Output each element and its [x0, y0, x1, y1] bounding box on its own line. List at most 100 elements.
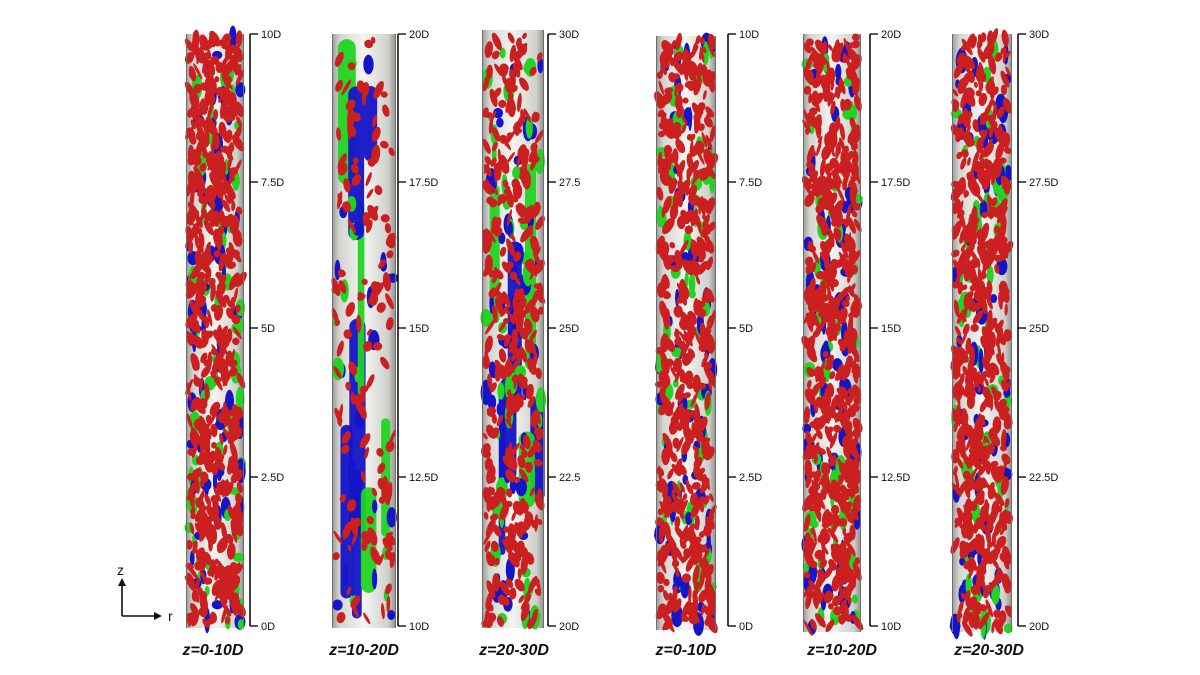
vortex-tube [679, 341, 690, 358]
vortex-tube [806, 288, 816, 305]
vortex-tube [981, 326, 991, 344]
vortex-tube [215, 181, 220, 192]
vortex-tube [967, 157, 971, 166]
vortex-tube [838, 473, 845, 486]
vortex-tube [194, 522, 206, 538]
vortex-tube [366, 328, 373, 336]
vortex-tube [972, 119, 979, 131]
vortex-tube [223, 579, 231, 589]
vortex-tube [534, 514, 539, 532]
vortex-tube [709, 309, 716, 330]
vortex-tube [952, 198, 961, 215]
vortex-structures [654, 32, 719, 636]
vortex-tube [968, 215, 975, 224]
vortex-tube [823, 565, 834, 579]
vortex-tube [233, 287, 238, 303]
vortex-tube [978, 413, 986, 426]
vortex-tube [952, 381, 961, 399]
vortex-tube [512, 121, 520, 130]
vortex-tube [964, 111, 973, 119]
vortex-tube [188, 213, 197, 222]
vortex-tube [662, 432, 673, 450]
vortex-tube [955, 437, 966, 451]
vortex-tube [665, 597, 676, 615]
tick-label: 15D [881, 323, 901, 335]
vortex-tube [522, 434, 531, 450]
panel-caption: z=0-10D [655, 642, 717, 659]
vortex-tube [519, 500, 529, 514]
vortex-tube [1001, 546, 1012, 566]
vortex-tube [226, 533, 234, 545]
vortex-tube [532, 152, 538, 159]
vortex-tube [513, 55, 523, 71]
vortex-tube [831, 504, 840, 515]
vortex-tube [664, 87, 674, 94]
vortex-tube [230, 105, 238, 117]
vortex-tube [804, 256, 814, 267]
tick-label: 5D [739, 323, 753, 335]
vortex-tube [524, 461, 533, 470]
vortex-tube [212, 79, 217, 94]
vortex-tube [982, 445, 990, 456]
vortex-tube [493, 491, 498, 499]
patch [688, 272, 696, 296]
vortex-tube [654, 381, 664, 388]
vortex-tube [676, 289, 686, 305]
vortex-tube [707, 33, 716, 50]
vortex-tube [534, 286, 540, 304]
vortex-tube [962, 471, 972, 479]
vortex-tube [674, 566, 680, 578]
vortex-tube [994, 264, 1000, 274]
vortex-tube [1004, 498, 1010, 508]
vortex-tube [991, 386, 1000, 400]
vortex-tube [815, 613, 826, 628]
scale-axis: 20D 17.5D 15D 12.5D 10D [397, 29, 438, 633]
vortex-tube [226, 307, 234, 319]
vortex-tube [966, 125, 971, 133]
vortex-tube [830, 397, 837, 415]
vortex-tube [230, 473, 238, 484]
vortex-tube [507, 523, 516, 543]
vortex-tube [958, 601, 964, 614]
vortex-tube [219, 597, 226, 610]
vortex-tube [953, 421, 958, 433]
vortex-tube [830, 202, 835, 211]
vortex-tube [500, 352, 506, 359]
vortex-tube [851, 33, 860, 42]
vortex-tube [497, 364, 505, 373]
vortex-tube [496, 334, 505, 341]
vortex-tube [826, 446, 834, 462]
patch [835, 63, 842, 81]
vortex-tube [806, 349, 818, 363]
vortex-tube [234, 408, 244, 418]
vortex-tube [838, 517, 848, 527]
vortex-tube [186, 330, 193, 347]
vortex-tube [382, 104, 390, 117]
vortex-tube [829, 371, 836, 380]
vortex-tube [655, 480, 665, 493]
vortex-tube [236, 229, 242, 238]
tick-label: 20D [559, 621, 579, 633]
vortex-tube [527, 575, 538, 594]
vortex-tube [198, 195, 206, 204]
vortex-tube [382, 537, 393, 551]
vortex-tube [209, 611, 218, 624]
vortex-tube [977, 132, 987, 148]
vortex-tube [516, 349, 522, 366]
vortex-tube [847, 388, 855, 395]
vortex-tube [370, 281, 380, 293]
vortex-tube [834, 207, 841, 218]
z-axis-label: z [117, 562, 124, 578]
vortex-tube [687, 51, 693, 61]
vortex-tube [692, 509, 697, 518]
vortex-tube [224, 616, 231, 624]
vortex-tube [989, 120, 998, 129]
vortex-tube [844, 220, 850, 228]
vortex-tube [833, 606, 843, 616]
vortex-tube [228, 456, 238, 475]
vortex-tube [217, 560, 227, 579]
vortex-tube [360, 470, 366, 483]
vortex-tube [827, 192, 838, 207]
vortex-tube [231, 314, 241, 325]
vortex-tube [964, 55, 976, 70]
